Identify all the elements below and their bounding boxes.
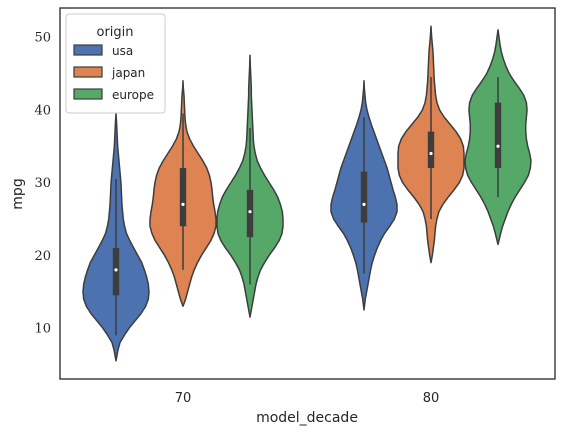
- y-axis-label: mpg: [10, 178, 26, 209]
- legend-label-europe: europe: [112, 88, 154, 102]
- median-usa-70: [114, 268, 118, 272]
- legend-title: origin: [96, 25, 133, 40]
- legend-label-usa: usa: [112, 44, 133, 58]
- legend-box: [65, 13, 166, 114]
- iqr-box-japan-80: [427, 131, 435, 169]
- legend-swatch-japan: [73, 66, 103, 78]
- legend-swatch-europe: [73, 88, 103, 100]
- legend-swatch-usa: [73, 44, 103, 56]
- median-japan-70: [181, 202, 185, 207]
- legend: origin usa japan europe: [65, 13, 166, 114]
- y-tick-label: 30: [34, 176, 51, 191]
- y-tick-label: 40: [34, 103, 51, 118]
- y-tick-label: 20: [34, 249, 51, 264]
- legend-label-japan: japan: [111, 66, 145, 80]
- y-axis-ticks: 10 20 30 40 50: [34, 31, 51, 337]
- median-japan-80: [429, 151, 433, 156]
- iqr-box-europe-70: [246, 189, 254, 238]
- iqr-box-usa-70: [112, 248, 120, 296]
- y-tick-label: 10: [34, 322, 51, 337]
- median-europe-70: [248, 210, 252, 214]
- iqr-box-usa-80: [360, 171, 368, 223]
- violin-layer: [82, 25, 532, 362]
- y-tick-label: 50: [34, 31, 51, 46]
- x-axis-label: model_decade: [256, 410, 358, 426]
- x-axis-ticks: 70 80: [175, 391, 440, 406]
- iqr-box-europe-80: [494, 102, 502, 169]
- x-tick-label: 70: [175, 391, 192, 406]
- iqr-box-japan-70: [179, 168, 187, 227]
- legend-entries: usa japan europe: [73, 44, 154, 102]
- x-tick-label: 80: [423, 391, 440, 406]
- axes-frame: [59, 7, 556, 380]
- median-europe-80: [496, 144, 500, 148]
- median-usa-80: [362, 202, 366, 207]
